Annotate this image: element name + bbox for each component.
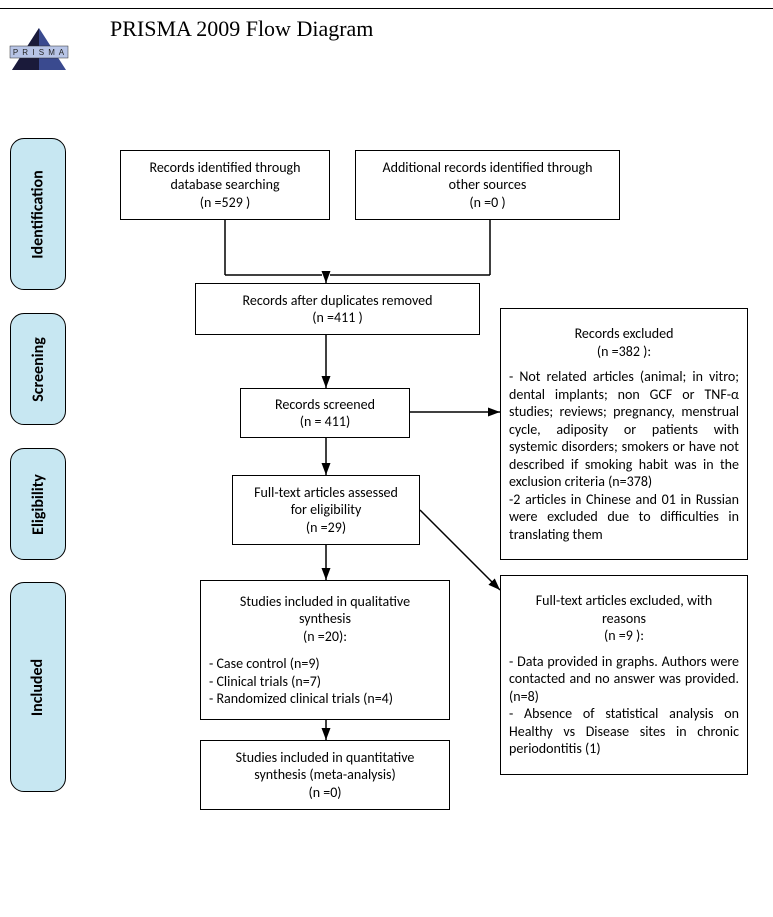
phase-label: Identification: [29, 170, 48, 258]
node-quantitative: Studies included in quantitativesynthesi…: [200, 740, 450, 810]
node-excluded-screening: Records excluded(n =382 ):- Not related …: [500, 308, 748, 560]
node-fulltext: Full-text articles assessedfor eligibili…: [232, 475, 420, 545]
phase-label: Eligibility: [29, 474, 48, 535]
node-excluded-fulltext: Full-text articles excluded, withreasons…: [500, 575, 748, 775]
phase-label: Screening: [29, 337, 48, 402]
phase-label: Included: [29, 658, 48, 715]
page-title: PRISMA 2009 Flow Diagram: [110, 16, 373, 42]
node-qualitative: Studies included in qualitativesynthesis…: [200, 580, 450, 720]
node-dedup: Records after duplicates removed(n =411 …: [195, 283, 480, 335]
phase-screening: Screening: [10, 313, 66, 425]
node-db-search: Records identified throughdatabase searc…: [120, 150, 330, 220]
phase-identification: Identification: [10, 138, 66, 290]
phase-included: Included: [10, 582, 66, 792]
node-screened: Records screened(n = 411): [240, 388, 410, 438]
node-other-sources: Additional records identified throughoth…: [355, 150, 620, 220]
prisma-logo: P R I S M A: [8, 26, 70, 74]
phase-eligibility: Eligibility: [10, 448, 66, 560]
svg-text:P R I S M A: P R I S M A: [13, 48, 65, 57]
top-rule: [0, 8, 773, 9]
